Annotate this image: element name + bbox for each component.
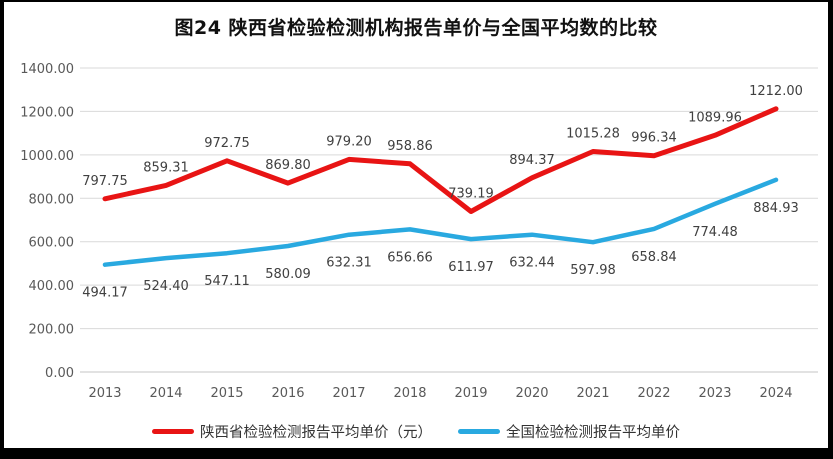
data-point-label: 656.66 xyxy=(387,250,433,265)
blue-line-swatch-icon xyxy=(458,429,500,434)
y-axis-tick-label: 1200.00 xyxy=(20,105,74,120)
x-axis-tick-label: 2018 xyxy=(393,386,426,401)
y-axis-tick-label: 0.00 xyxy=(45,366,74,381)
chart-legend: 陕西省检验检测报告平均单价（元） 全国检验检测报告平均单价 xyxy=(4,421,828,442)
series-line xyxy=(102,177,779,267)
data-point-label: 996.34 xyxy=(631,131,677,146)
data-point-label: 884.93 xyxy=(753,201,799,216)
data-point-label: 979.20 xyxy=(326,134,372,149)
data-point-label: 524.40 xyxy=(143,279,189,294)
data-point-label: 580.09 xyxy=(265,267,311,282)
data-point-label: 774.48 xyxy=(692,225,738,240)
series-line xyxy=(102,106,779,214)
x-axis-tick-label: 2013 xyxy=(88,386,121,401)
y-axis-tick-label: 200.00 xyxy=(29,323,75,338)
data-point-label: 894.37 xyxy=(509,153,555,168)
data-point-label: 972.75 xyxy=(204,136,250,151)
legend-item-shaanxi: 陕西省检验检测报告平均单价（元） xyxy=(152,421,432,442)
y-axis-tick-label: 800.00 xyxy=(29,192,75,207)
data-point-label: 1212.00 xyxy=(749,84,803,99)
y-axis-tick-label: 1000.00 xyxy=(20,149,74,164)
x-axis-tick-label: 2020 xyxy=(515,386,548,401)
x-axis-tick-label: 2015 xyxy=(210,386,243,401)
legend-label-national: 全国检验检测报告平均单价 xyxy=(506,425,680,441)
x-axis-tick-label: 2019 xyxy=(454,386,487,401)
data-point-label: 547.11 xyxy=(204,274,250,289)
x-axis-tick-label: 2017 xyxy=(332,386,365,401)
x-axis-tick-label: 2021 xyxy=(576,386,609,401)
x-axis-tick-label: 2014 xyxy=(149,386,182,401)
x-axis-tick-label: 2016 xyxy=(271,386,304,401)
y-axis-tick-label: 600.00 xyxy=(29,236,75,251)
data-point-label: 632.44 xyxy=(509,256,555,271)
data-point-label: 1015.28 xyxy=(566,127,620,142)
data-point-label: 859.31 xyxy=(143,160,189,175)
legend-item-national: 全国检验检测报告平均单价 xyxy=(458,421,680,442)
data-point-label: 1089.96 xyxy=(688,110,742,125)
red-line-swatch-icon xyxy=(152,429,194,434)
data-point-label: 958.86 xyxy=(387,139,433,154)
x-axis-tick-label: 2023 xyxy=(698,386,731,401)
data-point-label: 494.17 xyxy=(82,286,128,301)
chart-title: 图24 陕西省检验检测机构报告单价与全国平均数的比较 xyxy=(174,17,658,39)
x-axis-tick-label: 2022 xyxy=(637,386,670,401)
x-axis-tick-label: 2024 xyxy=(759,386,792,401)
data-point-label: 797.75 xyxy=(82,174,128,189)
data-point-label: 597.98 xyxy=(570,263,616,278)
data-point-label: 869.80 xyxy=(265,158,311,173)
data-point-label: 611.97 xyxy=(448,260,494,275)
y-axis-tick-label: 1400.00 xyxy=(20,62,74,77)
legend-label-shaanxi: 陕西省检验检测报告平均单价（元） xyxy=(200,425,432,441)
data-point-label: 658.84 xyxy=(631,250,677,265)
chart-plot-area: 1400.00 1200.00 1000.00 800.00 600.00 400.00 2… xyxy=(20,62,818,401)
data-point-label: 632.31 xyxy=(326,256,372,271)
y-axis-tick-label: 400.00 xyxy=(29,279,75,294)
data-point-label: 739.19 xyxy=(448,187,494,202)
